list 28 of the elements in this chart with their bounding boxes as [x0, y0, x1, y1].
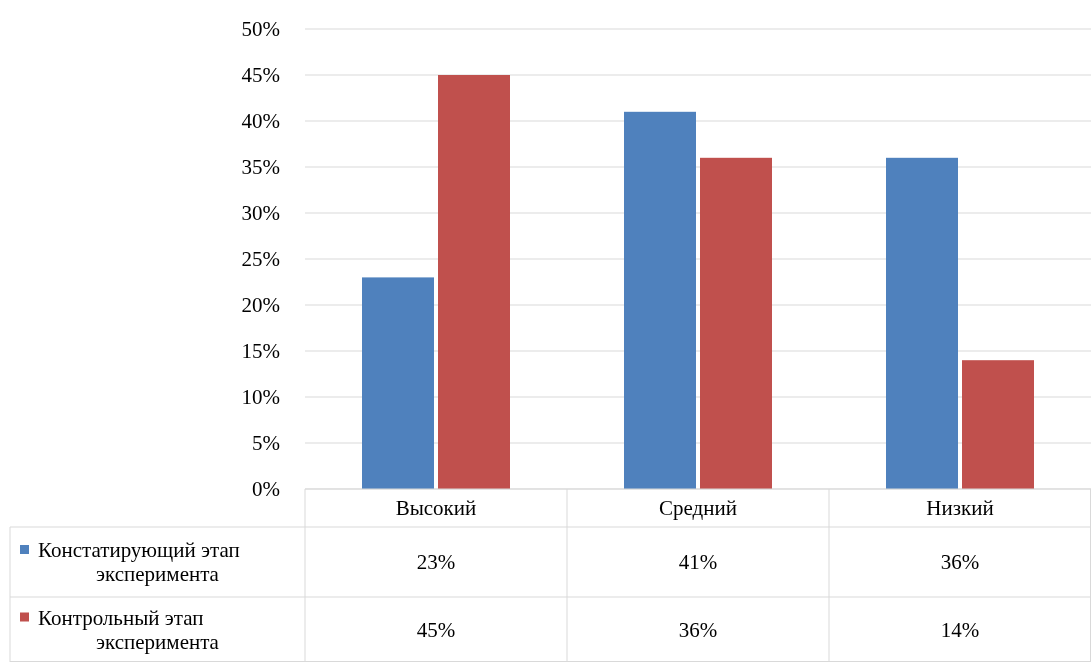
y-tick-label: 25%: [241, 247, 280, 272]
bar: [624, 111, 696, 489]
legend-label: Контрольный этап эксперимента: [38, 605, 220, 654]
y-tick-label: 20%: [241, 293, 280, 318]
y-tick-label: 30%: [241, 201, 280, 226]
data-label: 23%: [416, 550, 456, 575]
y-tick-label: 50%: [241, 17, 280, 42]
y-tick-label: 10%: [241, 385, 280, 410]
bar: [362, 277, 434, 489]
x-tick-label: Высокий: [395, 496, 477, 521]
x-tick-label: Средний: [659, 496, 737, 521]
data-label: 36%: [678, 617, 718, 642]
bar: [962, 360, 1034, 489]
legend-label: Констатирующий этап эксперимента: [38, 538, 240, 587]
bar: [438, 75, 510, 489]
y-tick-label: 5%: [252, 431, 280, 456]
y-tick-label: 45%: [241, 63, 280, 88]
y-tick-label: 0%: [252, 477, 280, 502]
bar: [886, 157, 958, 489]
x-tick-label: Низкий: [926, 496, 994, 521]
y-tick-label: 40%: [241, 109, 280, 134]
data-label: 36%: [940, 550, 980, 575]
data-label: 14%: [940, 617, 980, 642]
data-label: 41%: [678, 550, 718, 575]
y-tick-label: 15%: [241, 339, 280, 364]
data-label: 45%: [416, 617, 456, 642]
bar: [700, 157, 772, 489]
y-tick-label: 35%: [241, 155, 280, 180]
